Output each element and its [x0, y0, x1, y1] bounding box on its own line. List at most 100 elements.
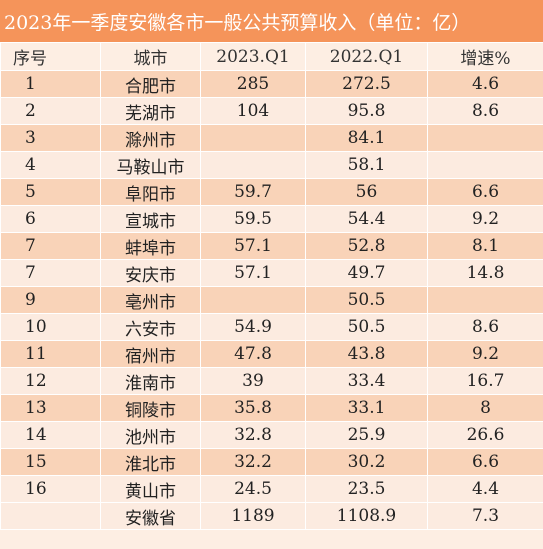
cell-index: 6 — [0, 205, 101, 233]
cell-2022-q1: 33.1 — [305, 394, 428, 422]
cell-city: 合肥市 — [100, 70, 201, 98]
cell-growth: 14.8 — [427, 259, 543, 287]
table-row: 16 黄山市 24.5 23.5 4.4 — [0, 475, 543, 503]
cell-growth — [427, 124, 543, 152]
cell-2022-q1: 84.1 — [305, 124, 428, 152]
cell-2022-q1: 58.1 — [305, 151, 428, 179]
cell-city: 黄山市 — [100, 475, 201, 503]
cell-2022-q1: 95.8 — [305, 97, 428, 125]
cell-city: 亳州市 — [100, 286, 201, 314]
header-index: 序号 — [0, 42, 101, 71]
table-row: 4 马鞍山市 58.1 — [0, 151, 543, 179]
cell-2023-q1: 24.5 — [200, 475, 306, 503]
cell-2022-q1: 52.8 — [305, 232, 428, 260]
cell-2023-q1 — [200, 151, 306, 179]
cell-2023-q1: 32.2 — [200, 448, 306, 476]
total-row: 安徽省 1189 1108.9 7.3 — [0, 502, 543, 530]
table-row: 3 滁州市 84.1 — [0, 124, 543, 152]
cell-index: 15 — [0, 448, 101, 476]
cell-index: 4 — [0, 151, 101, 179]
cell-2022-q1: 1108.9 — [305, 502, 428, 530]
cell-2023-q1: 35.8 — [200, 394, 306, 422]
cell-city: 安庆市 — [100, 259, 201, 287]
cell-growth — [427, 286, 543, 314]
cell-2023-q1: 104 — [200, 97, 306, 125]
cell-index: 16 — [0, 475, 101, 503]
cell-2022-q1: 23.5 — [305, 475, 428, 503]
cell-index: 12 — [0, 367, 101, 395]
cell-2022-q1: 25.9 — [305, 421, 428, 449]
cell-2023-q1: 47.8 — [200, 340, 306, 368]
table-row: 7 蚌埠市 57.1 52.8 8.1 — [0, 232, 543, 260]
cell-city: 芜湖市 — [100, 97, 201, 125]
header-row: 序号 城市 2023.Q1 2022.Q1 增速% — [0, 42, 543, 71]
cell-2022-q1: 56 — [305, 178, 428, 206]
cell-growth: 8.1 — [427, 232, 543, 260]
cell-index: 13 — [0, 394, 101, 422]
cell-2023-q1 — [200, 124, 306, 152]
cell-city: 六安市 — [100, 313, 201, 341]
table-header: 序号 城市 2023.Q1 2022.Q1 增速% — [0, 42, 543, 71]
cell-city: 宣城市 — [100, 205, 201, 233]
cell-growth: 9.2 — [427, 205, 543, 233]
cell-2022-q1: 30.2 — [305, 448, 428, 476]
table-row: 7 安庆市 57.1 49.7 14.8 — [0, 259, 543, 287]
cell-growth: 8.6 — [427, 97, 543, 125]
table-row: 13 铜陵市 35.8 33.1 8 — [0, 394, 543, 422]
cell-2023-q1: 59.7 — [200, 178, 306, 206]
table-title: 2023年一季度安徽各市一般公共预算收入（单位：亿） — [0, 0, 543, 42]
table-body: 1 合肥市 285 272.5 4.6 2 芜湖市 104 95.8 8.6 3 滁州市 84.1 4 马鞍… — [0, 70, 543, 530]
table-row: 5 阜阳市 59.7 56 6.6 — [0, 178, 543, 206]
cell-2023-q1: 1189 — [200, 502, 306, 530]
cell-index: 3 — [0, 124, 101, 152]
cell-growth — [427, 151, 543, 179]
cell-2023-q1: 57.1 — [200, 232, 306, 260]
header-2022-q1: 2022.Q1 — [305, 42, 428, 71]
cell-growth: 6.6 — [427, 448, 543, 476]
cell-index: 7 — [0, 259, 101, 287]
cell-city: 蚌埠市 — [100, 232, 201, 260]
table-row: 15 淮北市 32.2 30.2 6.6 — [0, 448, 543, 476]
cell-2022-q1: 49.7 — [305, 259, 428, 287]
table-row: 2 芜湖市 104 95.8 8.6 — [0, 97, 543, 125]
cell-city: 铜陵市 — [100, 394, 201, 422]
cell-2022-q1: 33.4 — [305, 367, 428, 395]
cell-growth: 4.6 — [427, 70, 543, 98]
cell-index: 5 — [0, 178, 101, 206]
cell-growth: 4.4 — [427, 475, 543, 503]
header-2023-q1: 2023.Q1 — [200, 42, 306, 71]
cell-2023-q1: 285 — [200, 70, 306, 98]
table-row: 14 池州市 32.8 25.9 26.6 — [0, 421, 543, 449]
table-row: 11 宿州市 47.8 43.8 9.2 — [0, 340, 543, 368]
cell-city: 宿州市 — [100, 340, 201, 368]
cell-growth: 8 — [427, 394, 543, 422]
cell-index: 14 — [0, 421, 101, 449]
cell-2022-q1: 43.8 — [305, 340, 428, 368]
cell-city: 滁州市 — [100, 124, 201, 152]
revenue-table: 序号 城市 2023.Q1 2022.Q1 增速% 1 合肥市 285 272.5 4.… — [0, 42, 543, 530]
cell-index: 11 — [0, 340, 101, 368]
cell-city: 池州市 — [100, 421, 201, 449]
cell-2023-q1: 32.8 — [200, 421, 306, 449]
cell-index: 10 — [0, 313, 101, 341]
cell-city: 马鞍山市 — [100, 151, 201, 179]
cell-city: 安徽省 — [100, 502, 201, 530]
cell-index: 7 — [0, 232, 101, 260]
header-city: 城市 — [100, 42, 201, 71]
cell-growth: 7.3 — [427, 502, 543, 530]
table-row: 1 合肥市 285 272.5 4.6 — [0, 70, 543, 98]
cell-growth: 26.6 — [427, 421, 543, 449]
table-row: 6 宣城市 59.5 54.4 9.2 — [0, 205, 543, 233]
cell-city: 淮南市 — [100, 367, 201, 395]
cell-2022-q1: 272.5 — [305, 70, 428, 98]
cell-index: 1 — [0, 70, 101, 98]
cell-2023-q1: 39 — [200, 367, 306, 395]
cell-2022-q1: 50.5 — [305, 286, 428, 314]
cell-2023-q1: 54.9 — [200, 313, 306, 341]
cell-2023-q1: 57.1 — [200, 259, 306, 287]
cell-index: 2 — [0, 97, 101, 125]
cell-city: 淮北市 — [100, 448, 201, 476]
cell-index — [0, 502, 101, 530]
table-row: 12 淮南市 39 33.4 16.7 — [0, 367, 543, 395]
